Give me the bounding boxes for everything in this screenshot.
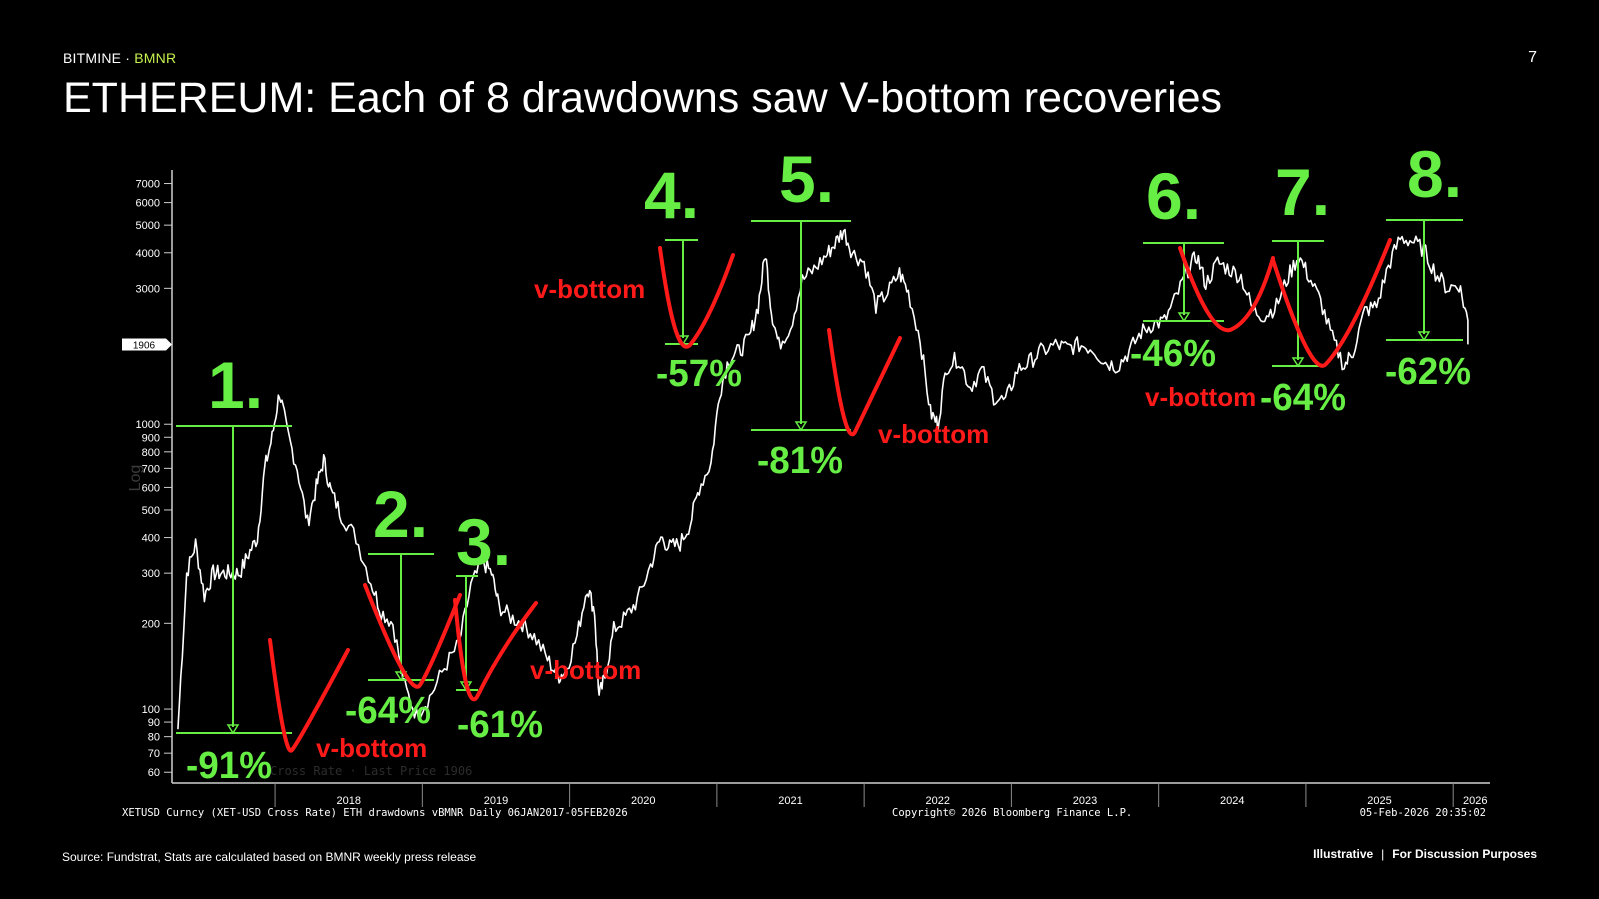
y-axis-title: Log: [127, 465, 144, 492]
y-tick-label: 7000: [136, 179, 160, 191]
x-tick-label: 2018: [336, 795, 360, 807]
y-tick-label: 6000: [136, 198, 160, 210]
drawdown-number: 7.: [1275, 155, 1330, 229]
drawdown-arrow-head: [1417, 331, 1431, 342]
drawdown-percent: -46%: [1130, 333, 1216, 375]
drawdown-percent: -61%: [457, 704, 543, 746]
v-bottom-label: v-bottom: [534, 274, 645, 304]
discussion-label: For Discussion Purposes: [1392, 847, 1537, 861]
brand-separator: ·: [125, 50, 131, 66]
y-tick-label: 700: [142, 463, 160, 475]
y-tick-label: 100: [142, 704, 160, 716]
brand-line: BITMINE · BMNR: [63, 50, 176, 66]
bloomberg-timestamp: 05-Feb-2026 20:35:02: [1360, 807, 1486, 819]
x-tick-label: 2026: [1463, 795, 1487, 807]
v-bottom-curve: [827, 328, 902, 437]
drawdown-number: 1.: [208, 348, 263, 422]
x-tick-label: 2019: [484, 795, 508, 807]
drawdown-arrow-head: [1291, 357, 1305, 368]
drawdown-number: 5.: [779, 142, 834, 216]
faint-legend: Cross Rate · Last Price 1906: [270, 764, 472, 778]
y-tick-label: 600: [142, 482, 160, 494]
drawdown-arrow-head: [226, 724, 240, 735]
drawdown-arrow-head: [394, 671, 408, 682]
y-tick-label: 4000: [136, 248, 160, 260]
y-tick-label: 800: [142, 447, 160, 459]
drawdown-percent: -57%: [656, 353, 742, 395]
drawdown-annotations: 1. -91% v-bottom 2. -64% 3. -61% v-bottom 4. -57%…: [176, 137, 1471, 787]
y-tick-label: 200: [142, 618, 160, 630]
slide-title: ETHEREUM: Each of 8 drawdowns saw V-bott…: [63, 74, 1223, 122]
x-tick-label: 2021: [778, 795, 802, 807]
drawdown-number: 4.: [644, 158, 699, 232]
drawdown-arrow-head: [1177, 312, 1191, 323]
v-bottom-curve: [1271, 238, 1392, 368]
y-tick-label: 5000: [136, 220, 160, 232]
footer-divider: |: [1381, 847, 1385, 861]
y-tick-label: 400: [142, 533, 160, 545]
drawdown-2: 2. -64%: [345, 477, 462, 732]
drawdown-number: 8.: [1407, 137, 1462, 211]
v-bottom-curve: [453, 598, 538, 702]
drawdown-percent: -64%: [1260, 377, 1346, 419]
x-tick-label: 2022: [926, 795, 950, 807]
v-bottom-label: v-bottom: [878, 419, 989, 449]
drawdown-percent: -64%: [345, 690, 431, 732]
footer-disclaimer: Illustrative | For Discussion Purposes: [1313, 847, 1537, 861]
bloomberg-copyright: Copyright© 2026 Bloomberg Finance L.P.: [892, 807, 1132, 819]
illustrative-label: Illustrative: [1313, 847, 1374, 861]
drawdown-number: 3.: [456, 505, 511, 579]
drawdown-number: 6.: [1146, 159, 1201, 233]
v-bottom-curve: [268, 638, 350, 753]
eth-price-line: [177, 228, 1469, 730]
drawdown-8: 8. -62%: [1385, 137, 1471, 393]
y-tick-label: 3000: [136, 283, 160, 295]
v-bottom-label: v-bottom: [316, 733, 427, 763]
bloomberg-caption-left: XETUSD Curncy (XET-USD Cross Rate) ETH d…: [122, 807, 628, 819]
x-tick-label: 2020: [631, 795, 655, 807]
y-tick-label: 70: [148, 748, 160, 760]
v-bottom-curve: [363, 583, 462, 689]
drawdown-7: 7. -64%: [1260, 155, 1392, 419]
drawdown-1: 1. -91% v-bottom: [176, 348, 427, 787]
last-price-flag: [122, 338, 172, 351]
y-tick-label: 500: [142, 505, 160, 517]
drawdown-6: 6. -46% v-bottom: [1130, 159, 1275, 412]
x-tick-label: 2023: [1073, 795, 1097, 807]
last-price-label: 1906: [133, 340, 156, 351]
brand-ticker: BMNR: [134, 50, 177, 66]
y-tick-label: 300: [142, 568, 160, 580]
source-note: Source: Fundstrat, Stats are calculated …: [62, 850, 477, 864]
drawdown-number: 2.: [373, 477, 428, 551]
y-tick-label: 80: [148, 732, 160, 744]
y-tick-label: 90: [148, 717, 160, 729]
x-tick-label: 2024: [1220, 795, 1244, 807]
y-tick-label: 1000: [136, 419, 160, 431]
y-tick-label: 60: [148, 767, 160, 779]
v-bottom-label: v-bottom: [1145, 382, 1256, 412]
y-tick-label: 900: [142, 432, 160, 444]
drawdown-percent: -91%: [186, 745, 272, 787]
drawdown-5: 5. -81% v-bottom: [751, 142, 989, 482]
drawdown-3: 3. -61% v-bottom: [453, 505, 641, 746]
page-number: 7: [1528, 49, 1537, 66]
drawdown-4: 4. -57% v-bottom: [534, 158, 742, 395]
drawdown-percent: -81%: [757, 440, 843, 482]
drawdown-percent: -62%: [1385, 351, 1471, 393]
drawdown-arrow-head: [794, 421, 808, 432]
brand-name: BITMINE: [63, 50, 122, 66]
v-bottom-label: v-bottom: [530, 655, 641, 685]
v-bottom-curve: [658, 246, 735, 349]
x-tick-label: 2025: [1367, 795, 1391, 807]
v-bottom-curve: [1178, 246, 1275, 333]
price-series: [177, 228, 1469, 730]
